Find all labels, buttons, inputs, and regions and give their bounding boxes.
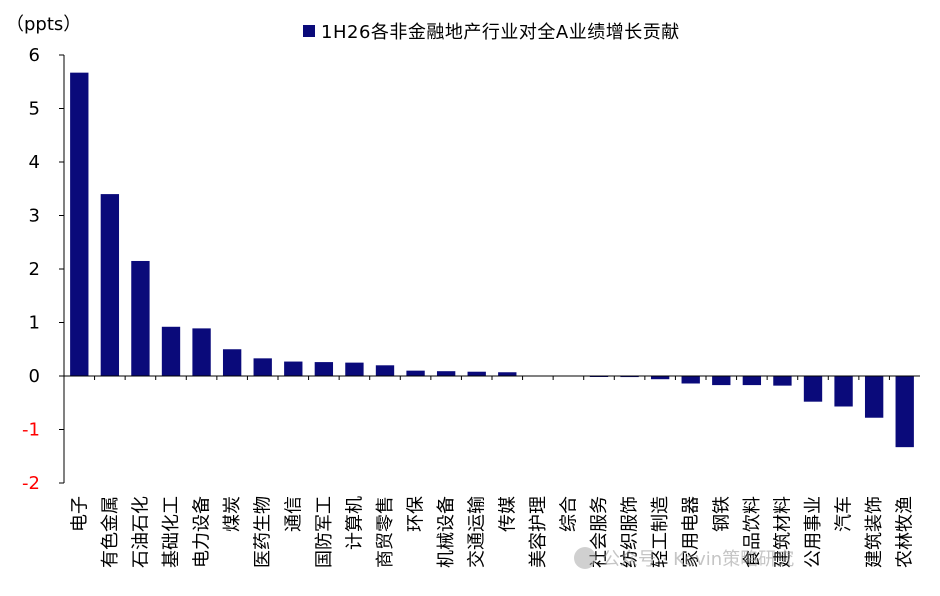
category-label: 有色金属	[100, 496, 121, 568]
category-label: 综合	[558, 496, 579, 532]
bar-12	[406, 370, 425, 376]
y-tick-label: 5	[29, 99, 40, 120]
y-unit-label: （ppts）	[6, 14, 82, 35]
category-label: 国防军工	[314, 496, 335, 568]
bar-24	[773, 376, 792, 386]
category-label: 电子	[69, 496, 90, 532]
category-label: 医药生物	[253, 496, 274, 568]
category-label: 石油石化	[130, 496, 151, 568]
y-tick-label: 0	[29, 366, 40, 387]
bar-23	[742, 376, 762, 386]
category-label: 环保	[406, 496, 427, 532]
y-tick-label: 1	[29, 313, 40, 334]
bar-19	[620, 376, 639, 378]
bar-3	[131, 260, 150, 376]
category-label: 社会服务	[589, 496, 610, 568]
y-tick-label: -2	[22, 473, 40, 494]
bar-6	[222, 349, 242, 376]
legend-swatch	[303, 25, 315, 37]
y-axis: -2 -1 0 1 2 3 4 5 6	[22, 45, 65, 494]
x-axis: 电子 有色金属 石油石化 基础化工 电力设备 煤炭 医药生物 通信 国防军工 计算机 商贸零售 环保机…	[63, 375, 920, 568]
category-label: 建筑装饰	[864, 496, 885, 568]
y-tick-label: 2	[29, 259, 40, 280]
bar-10	[345, 362, 364, 376]
bar-25	[803, 376, 823, 402]
y-tick-label: 6	[29, 45, 40, 66]
bar-13	[436, 371, 456, 376]
bar-20	[650, 376, 670, 380]
watermark: 公众号 · Kevin策略研究	[574, 545, 794, 571]
category-label: 电力设备	[192, 496, 213, 568]
bar-8	[284, 361, 303, 376]
category-label: 交通运输	[467, 496, 488, 568]
category-label: 钢铁	[711, 496, 732, 532]
bars	[70, 72, 914, 448]
category-label: 家用电器	[681, 496, 702, 568]
category-label: 机械设备	[436, 496, 457, 568]
y-tick-label: 4	[29, 152, 40, 173]
bar-4	[161, 326, 181, 376]
legend-label: 1H26各非金融地产行业对全A业绩增长贡献	[321, 22, 680, 43]
category-label: 纺织服饰	[620, 496, 641, 568]
category-label: 基础化工	[161, 496, 182, 568]
category-label: 食品饮料	[742, 496, 763, 568]
category-label: 公用事业	[803, 496, 824, 568]
category-label: 煤炭	[222, 496, 243, 532]
category-label: 建筑材料	[772, 496, 793, 568]
bar-15	[498, 372, 517, 376]
bar-2	[100, 194, 120, 376]
bar-5	[192, 328, 211, 376]
category-label: 计算机	[344, 496, 365, 550]
bar-21	[681, 376, 700, 384]
bar-14	[467, 371, 486, 376]
wechat-icon	[574, 547, 596, 569]
category-label: 美容护理	[528, 496, 549, 568]
category-label: 农林牧渔	[895, 496, 916, 568]
y-tick-label: 3	[29, 206, 40, 227]
bar-1	[70, 72, 89, 376]
bar-28	[895, 376, 914, 448]
category-label: 轻工制造	[650, 496, 671, 568]
category-label: 汽车	[834, 496, 855, 532]
bar-26	[834, 376, 853, 407]
bar-7	[253, 358, 272, 376]
bar-9	[314, 362, 334, 376]
category-label: 通信	[283, 496, 304, 532]
category-label: 传媒	[497, 496, 518, 532]
legend: 1H26各非金融地产行业对全A业绩增长贡献	[303, 18, 680, 44]
bar-11	[375, 365, 395, 376]
category-label: 商贸零售	[375, 496, 396, 568]
bar-27	[864, 376, 884, 418]
bar-22	[712, 376, 731, 386]
y-tick-label: -1	[22, 420, 40, 441]
watermark-text: 公众号 · Kevin策略研究	[602, 549, 795, 570]
